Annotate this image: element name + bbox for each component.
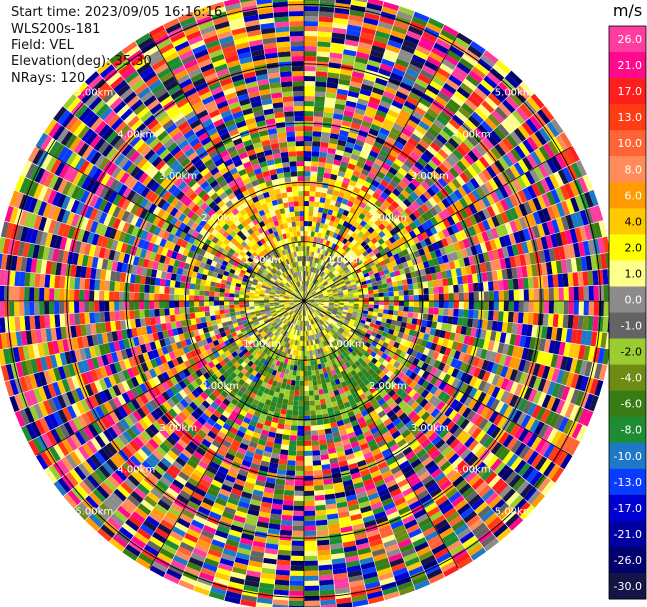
colorbar-swatch — [609, 364, 646, 392]
colorbar-tick-label: -13.0 — [614, 476, 642, 489]
colorbar-tick-label: -17.0 — [614, 502, 642, 515]
ring-label: 4.00km — [117, 465, 155, 476]
colorbar-swatch — [609, 26, 646, 53]
colorbar-swatch — [609, 234, 646, 261]
velocity-gates — [0, 0, 614, 607]
colorbar-tick-label: -2.0 — [621, 346, 642, 359]
colorbar-swatch — [609, 130, 646, 157]
ring-label: 1.00km — [327, 339, 365, 350]
colorbar-swatch — [609, 104, 646, 131]
ring-label: 2.00km — [369, 381, 407, 392]
colorbar-tick-label: -6.0 — [621, 398, 642, 411]
colorbar-tick-label: -4.0 — [621, 372, 642, 385]
colorbar-swatch — [609, 520, 646, 548]
colorbar-swatch — [609, 442, 646, 470]
ring-label: 3.00km — [411, 423, 449, 434]
colorbar-swatch — [609, 52, 646, 79]
colorbar-tick-label: -8.0 — [621, 424, 642, 437]
colorbar-tick-label: 6.0 — [625, 189, 643, 202]
azimuth-spoke — [303, 146, 572, 302]
azimuth-spoke — [303, 300, 572, 456]
ring-label: 3.00km — [159, 423, 197, 434]
colorbar-tick-label: 4.0 — [625, 215, 643, 228]
colorbar-tick-label: 2.0 — [625, 241, 643, 254]
ring-label: 5.00km — [75, 87, 113, 98]
colorbar-swatch — [609, 546, 646, 574]
colorbar-swatch — [609, 312, 646, 339]
colorbar-swatch — [609, 468, 646, 496]
ring-label: 3.00km — [411, 171, 449, 182]
colorbar-swatch — [609, 416, 646, 444]
colorbar-tick-label: 17.0 — [618, 85, 643, 98]
ring-label: 4.00km — [117, 129, 155, 140]
colorbar-tick-label: 21.0 — [618, 59, 643, 72]
azimuth-spoke — [303, 300, 459, 569]
colorbar-swatch — [609, 78, 646, 105]
colorbar-tick-label: 8.0 — [625, 163, 643, 176]
colorbar-swatch — [609, 260, 646, 287]
azimuth-spoke — [36, 146, 305, 302]
ring-label: 3.00km — [159, 171, 197, 182]
ring-label: 5.00km — [75, 507, 113, 518]
ring-label: 4.00km — [453, 129, 491, 140]
ring-label: 5.00km — [495, 87, 533, 98]
colorbar-swatch — [609, 208, 646, 235]
colorbar-swatch — [609, 286, 646, 313]
ring-label: 2.00km — [369, 213, 407, 224]
azimuth-spoke — [36, 300, 305, 456]
azimuth-spoke — [149, 33, 305, 302]
azimuth-spoke — [149, 300, 305, 569]
start-time-label: Start time: 2023/09/05 16:16:16 — [11, 5, 223, 20]
field-label: Field: VEL — [11, 38, 74, 53]
colorbar-frame — [608, 25, 647, 600]
colorbar-tick-label: 10.0 — [618, 137, 643, 150]
colorbar-tick-label: -30.0 — [614, 580, 642, 593]
colorbar-swatch — [609, 494, 646, 522]
colorbar-tick-label: -1.0 — [621, 320, 642, 333]
colorbar-swatch — [609, 338, 646, 365]
ring-label: 2.00km — [201, 381, 239, 392]
colorbar-tick-label: -10.0 — [614, 450, 642, 463]
colorbar-unit-label: m/s — [613, 1, 642, 20]
elevation-label: Elevation(deg): 35.30 — [11, 54, 152, 69]
colorbar-tick-label: 26.0 — [618, 33, 643, 46]
nrays-label: NRays: 120 — [11, 71, 86, 86]
colorbar-tick-label: -21.0 — [614, 528, 642, 541]
azimuth-spoke — [303, 33, 459, 302]
instrument-label: WLS200s-181 — [11, 22, 101, 37]
colorbar-swatch — [609, 573, 646, 600]
colorbar-tick-label: 13.0 — [618, 111, 643, 124]
ring-label: 4.00km — [453, 465, 491, 476]
colorbar-tick-label: 1.0 — [625, 267, 643, 280]
ring-label: 1.00km — [327, 255, 365, 266]
ring-label: 1.00km — [243, 339, 281, 350]
colorbar-swatch — [609, 390, 646, 418]
colorbar-swatch — [609, 182, 646, 209]
colorbar-tick-label: -26.0 — [614, 554, 642, 567]
colorbar-tick-label: 0.0 — [625, 294, 643, 307]
colorbar-swatch — [609, 156, 646, 183]
ring-label: 1.00km — [243, 255, 281, 266]
ring-label: 2.00km — [201, 213, 239, 224]
ring-label: 5.00km — [495, 507, 533, 518]
